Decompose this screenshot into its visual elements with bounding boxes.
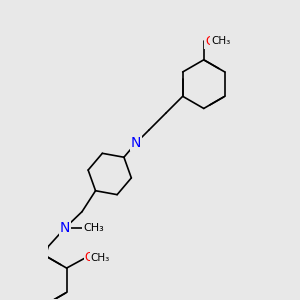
Text: N: N	[131, 136, 141, 150]
Text: CH₃: CH₃	[90, 253, 110, 263]
Text: CH₃: CH₃	[83, 223, 104, 233]
Text: N: N	[60, 221, 70, 235]
Text: CH₃: CH₃	[211, 36, 230, 46]
Text: O: O	[85, 251, 94, 264]
Text: O: O	[205, 35, 214, 48]
